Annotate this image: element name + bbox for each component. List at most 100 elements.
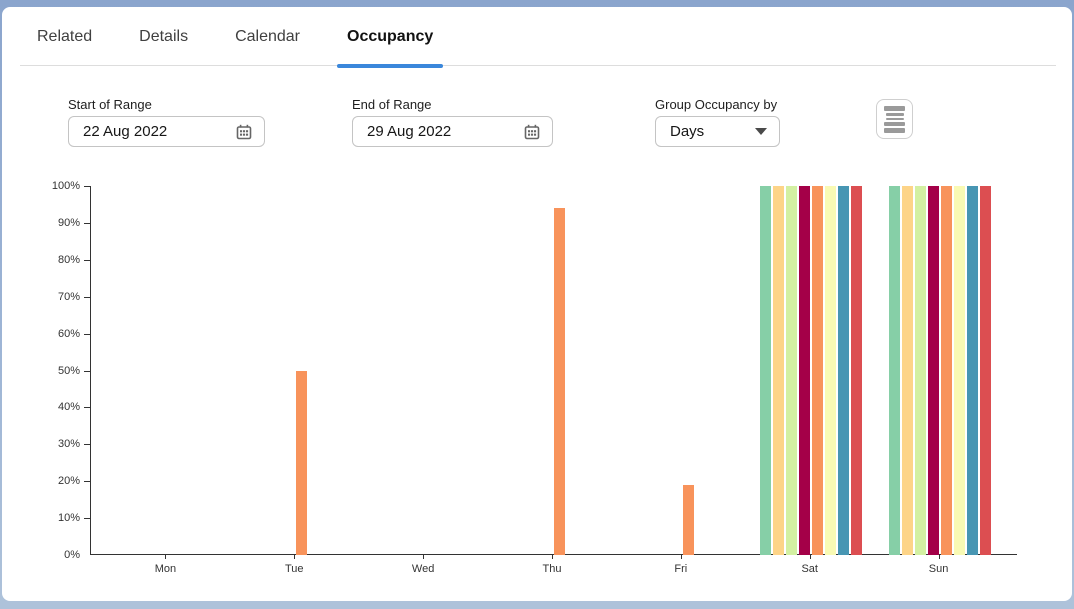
bar-slot: [580, 186, 591, 555]
bar-slot: [425, 186, 436, 555]
bar-slot: [193, 186, 204, 555]
bar: [927, 186, 939, 555]
tab-related[interactable]: Related: [37, 28, 93, 45]
bar-slot: [128, 186, 139, 555]
y-axis-tick: [84, 186, 90, 187]
bar-slot: [296, 186, 308, 555]
bar-slot: [322, 186, 333, 555]
bar-slot: [966, 186, 978, 555]
bar: [837, 186, 849, 555]
bar-slot: [335, 186, 346, 555]
bar: [798, 186, 810, 555]
x-axis-label: Wed: [411, 563, 435, 575]
bar-slot: [541, 186, 552, 555]
tab-calendar[interactable]: Calendar: [235, 28, 300, 45]
bar: [966, 186, 978, 555]
y-axis-tick: [84, 518, 90, 520]
calendar-icon[interactable]: [236, 124, 252, 140]
start-of-range-field[interactable]: 22 Aug 2022: [68, 116, 265, 147]
x-axis-label: Thu: [542, 563, 562, 575]
bar-slot: [824, 186, 836, 555]
bar-slot: [914, 186, 926, 555]
bar: [901, 186, 913, 555]
bar-group: [746, 186, 875, 555]
y-axis-label: 70%: [57, 290, 80, 303]
bar-group: [875, 186, 1004, 555]
end-of-range-label: End of Range: [352, 97, 432, 112]
y-axis-tick: [84, 370, 90, 372]
bar-slot: [206, 186, 217, 555]
bar-slot: [850, 186, 862, 555]
bar: [682, 484, 694, 555]
x-axis-label: Fri: [674, 563, 688, 575]
x-axis-tick: [423, 555, 425, 559]
y-axis-tick: [84, 481, 90, 483]
bar-slot: [399, 186, 410, 555]
x-axis-tick: [938, 555, 940, 559]
bar-group: [489, 186, 618, 555]
plot-area: [90, 186, 1017, 555]
bar-group: [102, 186, 231, 555]
bar-slot: [785, 186, 797, 555]
bar-groups: [102, 186, 1004, 555]
bar-slot: [567, 186, 578, 555]
bar-slot: [979, 186, 991, 555]
bar: [785, 186, 797, 555]
y-axis-label: 0%: [64, 549, 80, 561]
y-axis-tick: [84, 259, 90, 261]
x-axis-tick: [809, 555, 811, 559]
bar: [772, 186, 784, 555]
group-occupancy-label: Group Occupancy by: [655, 97, 778, 112]
y-axis-tick: [84, 333, 90, 335]
y-axis-label: 50%: [57, 364, 80, 377]
bar-slot: [309, 186, 320, 555]
bar-slot: [373, 186, 384, 555]
tab-occupancy[interactable]: Occupancy: [337, 7, 444, 68]
bar-slot: [670, 186, 681, 555]
bar-slot: [657, 186, 668, 555]
bar-slot: [412, 186, 423, 555]
bar: [914, 186, 926, 555]
bar: [888, 186, 900, 555]
y-axis-label: 100%: [51, 180, 80, 192]
bar-slot: [682, 186, 694, 555]
bar-slot: [141, 186, 152, 555]
y-axis-tick: [84, 296, 90, 298]
bar-slot: [515, 186, 526, 555]
bar: [824, 186, 836, 555]
bar: [940, 186, 952, 555]
bar: [811, 186, 823, 555]
tab-divider: [20, 65, 1056, 66]
x-axis-tick: [294, 555, 296, 559]
y-axis-label: 30%: [57, 438, 80, 451]
bar: [553, 208, 565, 555]
bar-group: [231, 186, 360, 555]
bar: [759, 186, 771, 555]
bar-slot: [180, 186, 191, 555]
x-axis-label: Sat: [801, 563, 818, 575]
calendar-icon[interactable]: [524, 124, 540, 140]
bar: [953, 186, 965, 555]
tab-details[interactable]: Details: [139, 28, 189, 45]
bar-slot: [593, 186, 604, 555]
occupancy-chart: 0% 10% 20% 30% 40% 50% 60% 70% 80% 90% 100% Mon Tue…: [2, 180, 1072, 591]
x-axis-tick: [552, 555, 553, 559]
bar-slot: [709, 186, 720, 555]
x-axis-label: Tue: [285, 563, 304, 575]
bar-slot: [901, 186, 913, 555]
bar-slot: [167, 186, 178, 555]
y-axis-label: 60%: [57, 327, 80, 340]
start-of-range-value: 22 Aug 2022: [83, 123, 168, 140]
group-occupancy-select[interactable]: Days: [655, 116, 780, 147]
bar-slot: [644, 186, 655, 555]
bar-slot: [154, 186, 165, 555]
bar-slot: [451, 186, 462, 555]
bar-slot: [528, 186, 539, 555]
bar-slot: [888, 186, 900, 555]
bar-slot: [270, 186, 281, 555]
y-axis-label: 10%: [57, 512, 80, 525]
tabs: Related Details Calendar Occupancy: [27, 7, 444, 68]
chart-context-menu-button[interactable]: [876, 99, 913, 139]
y-axis-label: 20%: [57, 475, 80, 488]
end-of-range-field[interactable]: 29 Aug 2022: [352, 116, 553, 147]
